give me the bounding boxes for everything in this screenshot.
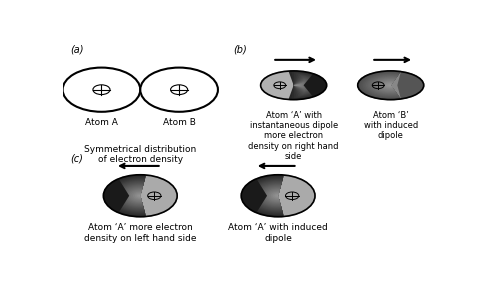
Polygon shape [373,77,396,93]
Polygon shape [294,72,323,98]
Polygon shape [135,193,141,199]
Polygon shape [265,189,280,203]
Polygon shape [376,79,395,92]
Polygon shape [382,82,393,89]
Ellipse shape [358,71,424,100]
Polygon shape [294,81,309,90]
Polygon shape [294,85,299,86]
Circle shape [140,68,218,112]
Polygon shape [294,85,297,86]
Polygon shape [241,175,284,217]
Polygon shape [294,84,300,86]
Polygon shape [250,180,283,212]
Polygon shape [371,77,397,94]
Polygon shape [131,191,142,201]
Polygon shape [397,71,424,99]
Polygon shape [366,75,398,96]
Polygon shape [381,81,394,90]
Circle shape [63,68,140,112]
Polygon shape [253,181,282,210]
Polygon shape [107,177,145,215]
Polygon shape [124,186,143,205]
Polygon shape [122,185,143,206]
Text: Atom ‘A’ with induced
dipole: Atom ‘A’ with induced dipole [228,223,328,243]
Polygon shape [294,77,315,94]
Polygon shape [378,79,395,91]
Polygon shape [245,177,283,215]
Polygon shape [254,182,282,210]
Polygon shape [271,191,279,200]
Polygon shape [294,74,320,96]
Text: Atom ‘A’ with
instantaneous dipole
more electron
density on right hand
side: Atom ‘A’ with instantaneous dipole more … [248,111,339,161]
Polygon shape [133,191,141,200]
Polygon shape [243,176,284,216]
Polygon shape [294,82,307,89]
Text: Atom A: Atom A [85,118,118,127]
Polygon shape [292,72,325,99]
Polygon shape [369,76,397,95]
Polygon shape [294,78,314,93]
Polygon shape [262,186,281,205]
Polygon shape [273,193,279,199]
Polygon shape [363,73,399,98]
Polygon shape [120,184,143,207]
Ellipse shape [241,175,315,217]
Text: Atom ‘B’
with induced
dipole: Atom ‘B’ with induced dipole [364,111,418,140]
Polygon shape [103,175,146,217]
Polygon shape [289,71,327,100]
Ellipse shape [261,71,327,100]
Ellipse shape [103,175,177,217]
Polygon shape [304,74,327,97]
Polygon shape [241,179,267,213]
Polygon shape [389,85,391,86]
Polygon shape [113,180,145,212]
Polygon shape [264,187,281,204]
Polygon shape [294,75,319,96]
Polygon shape [248,179,283,213]
Polygon shape [294,82,305,88]
Polygon shape [294,84,302,87]
Polygon shape [386,83,392,88]
Polygon shape [379,80,394,90]
Polygon shape [138,195,141,197]
Polygon shape [276,195,279,197]
Polygon shape [368,75,398,95]
Text: Atom B: Atom B [163,118,195,127]
Text: Atom ‘A’ more electron
density on left hand side: Atom ‘A’ more electron density on left h… [84,223,196,243]
Polygon shape [275,194,279,198]
Polygon shape [256,183,282,208]
Polygon shape [103,179,129,213]
Polygon shape [294,79,312,92]
Polygon shape [364,74,399,97]
Polygon shape [359,72,400,99]
Polygon shape [118,183,144,208]
Polygon shape [260,185,281,206]
Polygon shape [129,189,142,202]
Text: (a): (a) [70,45,84,55]
Polygon shape [111,179,145,213]
Polygon shape [384,82,393,88]
Polygon shape [267,189,280,202]
Polygon shape [114,181,144,210]
Polygon shape [126,187,143,204]
Polygon shape [109,178,145,214]
Polygon shape [294,83,304,88]
Polygon shape [116,182,144,210]
Polygon shape [247,178,283,214]
Polygon shape [137,194,141,198]
Polygon shape [294,73,322,97]
Text: (b): (b) [233,45,247,55]
Polygon shape [294,80,310,91]
Polygon shape [105,176,146,216]
Polygon shape [294,76,317,95]
Text: (c): (c) [70,153,83,163]
Text: Symmetrical distribution
of electron density: Symmetrical distribution of electron den… [84,145,196,164]
Polygon shape [361,72,400,98]
Polygon shape [358,71,401,100]
Polygon shape [127,189,142,203]
Polygon shape [374,78,396,92]
Polygon shape [258,184,281,207]
Polygon shape [269,191,280,201]
Polygon shape [387,84,392,87]
